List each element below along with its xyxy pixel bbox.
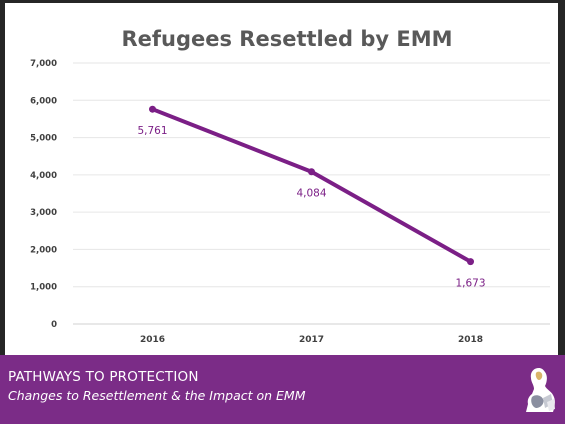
organization-logo-icon (526, 368, 555, 412)
y-tick-label: 7,000 (30, 59, 57, 69)
footer-subtitle: Changes to Resettlement & the Impact on … (8, 388, 306, 403)
footer-title: PATHWAYS TO PROTECTION (8, 369, 199, 385)
y-tick-label: 5,000 (30, 134, 57, 144)
x-tick-label: 2016 (140, 335, 165, 345)
data-point (149, 105, 156, 113)
data-point (308, 168, 315, 176)
y-tick-label: 3,000 (30, 208, 57, 218)
data-labels: 5,761 4,084 1,673 (137, 125, 485, 289)
y-tick-label: 2,000 (30, 245, 57, 255)
series-line-path (150, 107, 473, 264)
x-axis-ticks: 2016 2017 2018 (140, 335, 483, 345)
y-tick-label: 1,000 (30, 283, 57, 293)
footer-banner: PATHWAYS TO PROTECTION Changes to Resett… (0, 355, 565, 424)
data-label: 1,673 (455, 278, 485, 290)
data-label: 4,084 (296, 188, 326, 200)
y-tick-label: 0 (51, 320, 57, 330)
y-axis-ticks: 0 1,000 2,000 3,000 4,000 5,000 6,000 7,000 (30, 59, 57, 330)
line-chart: Refugees Resettled by EMM 0 1,000 2,000 3,0… (30, 27, 550, 345)
data-point (467, 258, 474, 266)
y-tick-label: 6,000 (30, 96, 57, 106)
chart-area: Refugees Resettled by EMM 0 1,000 2,000 3,0… (5, 3, 558, 355)
chart-title: Refugees Resettled by EMM (121, 27, 452, 51)
x-tick-label: 2018 (458, 335, 483, 345)
series-line (149, 105, 474, 266)
data-label: 5,761 (137, 125, 167, 137)
x-tick-label: 2017 (299, 335, 324, 345)
y-tick-label: 4,000 (30, 171, 57, 181)
